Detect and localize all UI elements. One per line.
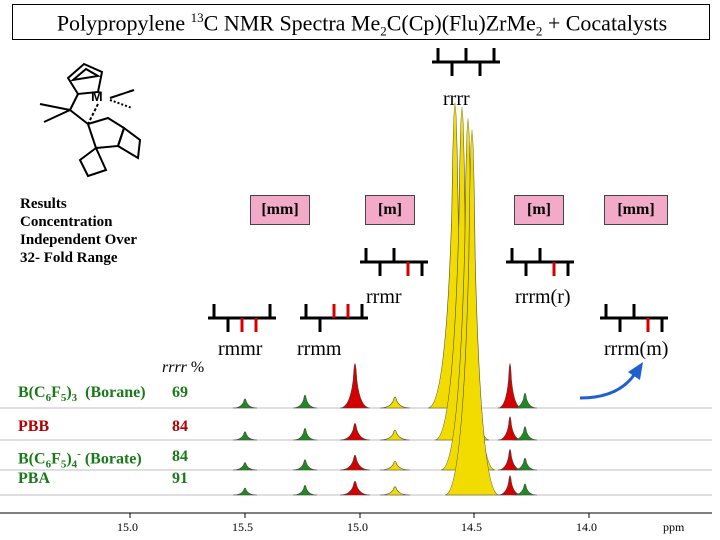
rmmr-peak-3: [232, 462, 258, 471]
cp-ring-inner: [69, 67, 101, 82]
x-tick-label-1: 15.0: [117, 520, 138, 534]
rrrr-peak-4: [444, 129, 500, 496]
x-axis-unit: ppm: [663, 520, 685, 534]
rmmr-peak-4: [232, 487, 258, 496]
x-tick-label-3: 15.0: [347, 520, 368, 534]
methyl-2: [43, 109, 71, 123]
zr-me-1: [109, 89, 135, 99]
x-tick-label-2: 15.5: [232, 520, 253, 534]
pentad-label-rrmr: rrmr: [366, 286, 402, 308]
zr-me-2: [109, 99, 133, 109]
title-box: Polypropylene 13C NMR Spectra Me2C(Cp)(F…: [12, 4, 710, 40]
rrrr-percent-header: rrrr %: [162, 359, 205, 376]
flu-left-ring: [78, 146, 108, 178]
zr-flu-bond: [87, 103, 99, 125]
cocatalyst-pbb-label: PBB: [18, 418, 50, 435]
rrrm-m-peak-2: [512, 426, 538, 441]
x-tick-label-4: 14.5: [461, 520, 482, 534]
pentad-label-rrmm: rrmm: [297, 338, 342, 360]
rmmr-peak-2: [232, 431, 258, 441]
flu-right-ring: [116, 126, 142, 160]
rrmm-peak-1: [292, 394, 318, 409]
tag-m-2: [m]: [514, 195, 564, 225]
glyph-rrrr: [432, 48, 500, 76]
minor-peak-4: [379, 486, 411, 496]
minor-peak-1: [379, 396, 411, 409]
glyph-rrmr: [360, 248, 428, 276]
rrrm-r-peak-1: [497, 363, 523, 409]
minor-peak-3: [379, 460, 411, 471]
x-axis-tickmarks: [129, 513, 590, 518]
cocatalyst-pba-value: 91: [172, 470, 188, 487]
rrmm-peak-3: [292, 459, 318, 471]
pentad-label-rrrm-r: rrrm(r): [515, 286, 571, 308]
pentad-label-rmmr: rmmr: [218, 338, 263, 360]
rrmr-peak-3: [339, 454, 371, 471]
rrrm-m-peak-3: [512, 457, 538, 471]
rrmr-peak-4: [339, 480, 371, 496]
spectrum-peaks: [232, 102, 538, 496]
bridge-bond: [69, 93, 79, 111]
cocatalyst-borate-value: 84: [172, 448, 188, 465]
x-tick-label-5: 14.0: [576, 520, 597, 534]
metal-label: M: [91, 88, 103, 104]
glyph-rrrm-m: [600, 304, 668, 332]
rmmr-peak-1: [232, 398, 258, 409]
tag-mm-2: [mm]: [604, 195, 668, 225]
results-note: Results Concentration Independent Over 3…: [20, 195, 137, 267]
rrmr-peak-2: [339, 423, 371, 441]
rrrm-r-peak-3: [497, 448, 523, 471]
cp-ring: [66, 62, 104, 96]
minor-peak-2: [379, 429, 411, 441]
tag-mm-1: [mm]: [250, 195, 310, 225]
pentad-glyphs: [208, 48, 668, 332]
rrmr-peak-1: [339, 363, 371, 409]
cocatalyst-borane-value: 69: [172, 384, 188, 401]
glyph-rrrm-r: [506, 248, 574, 276]
methyl-1: [39, 103, 71, 111]
cocatalyst-borate-label: B(C6F5)4- (Borate): [18, 448, 142, 471]
results-line-4: 32- Fold Range: [20, 250, 118, 266]
rrrm-m-peak-4: [512, 483, 538, 496]
tag-m-1: [m]: [365, 195, 415, 225]
cocatalyst-pbb-value: 84: [172, 418, 188, 435]
cocatalyst-borane-label: B(C6F5)3 (Borane): [18, 384, 146, 405]
page-title: Polypropylene 13C NMR Spectra Me2C(Cp)(F…: [56, 10, 668, 39]
results-line-1: Results: [20, 196, 67, 212]
rrrm-r-peak-2: [497, 416, 523, 441]
glyph-rmmr: [208, 304, 276, 332]
cocatalyst-pba-label: PBA: [18, 470, 50, 487]
rrmm-peak-2: [292, 428, 318, 441]
bridge-flu-bond: [69, 109, 89, 125]
arrow-curve: [579, 371, 638, 400]
rrmm-peak-4: [292, 484, 318, 496]
glyph-rrmm: [300, 304, 368, 332]
pentad-label-rrrm-m: rrrm(m): [604, 338, 669, 360]
pentad-label-rrrr: rrrr: [443, 88, 470, 110]
results-line-2: Concentration: [20, 214, 113, 230]
rrrm-r-peak-4: [497, 475, 523, 496]
arrow-head: [628, 362, 643, 380]
blue-arrow: [579, 362, 643, 400]
x-axis: [0, 512, 712, 518]
rrrm-m-peak-1: [512, 392, 538, 409]
results-line-3: Independent Over: [20, 232, 138, 248]
metallocene-structure: [39, 62, 142, 178]
